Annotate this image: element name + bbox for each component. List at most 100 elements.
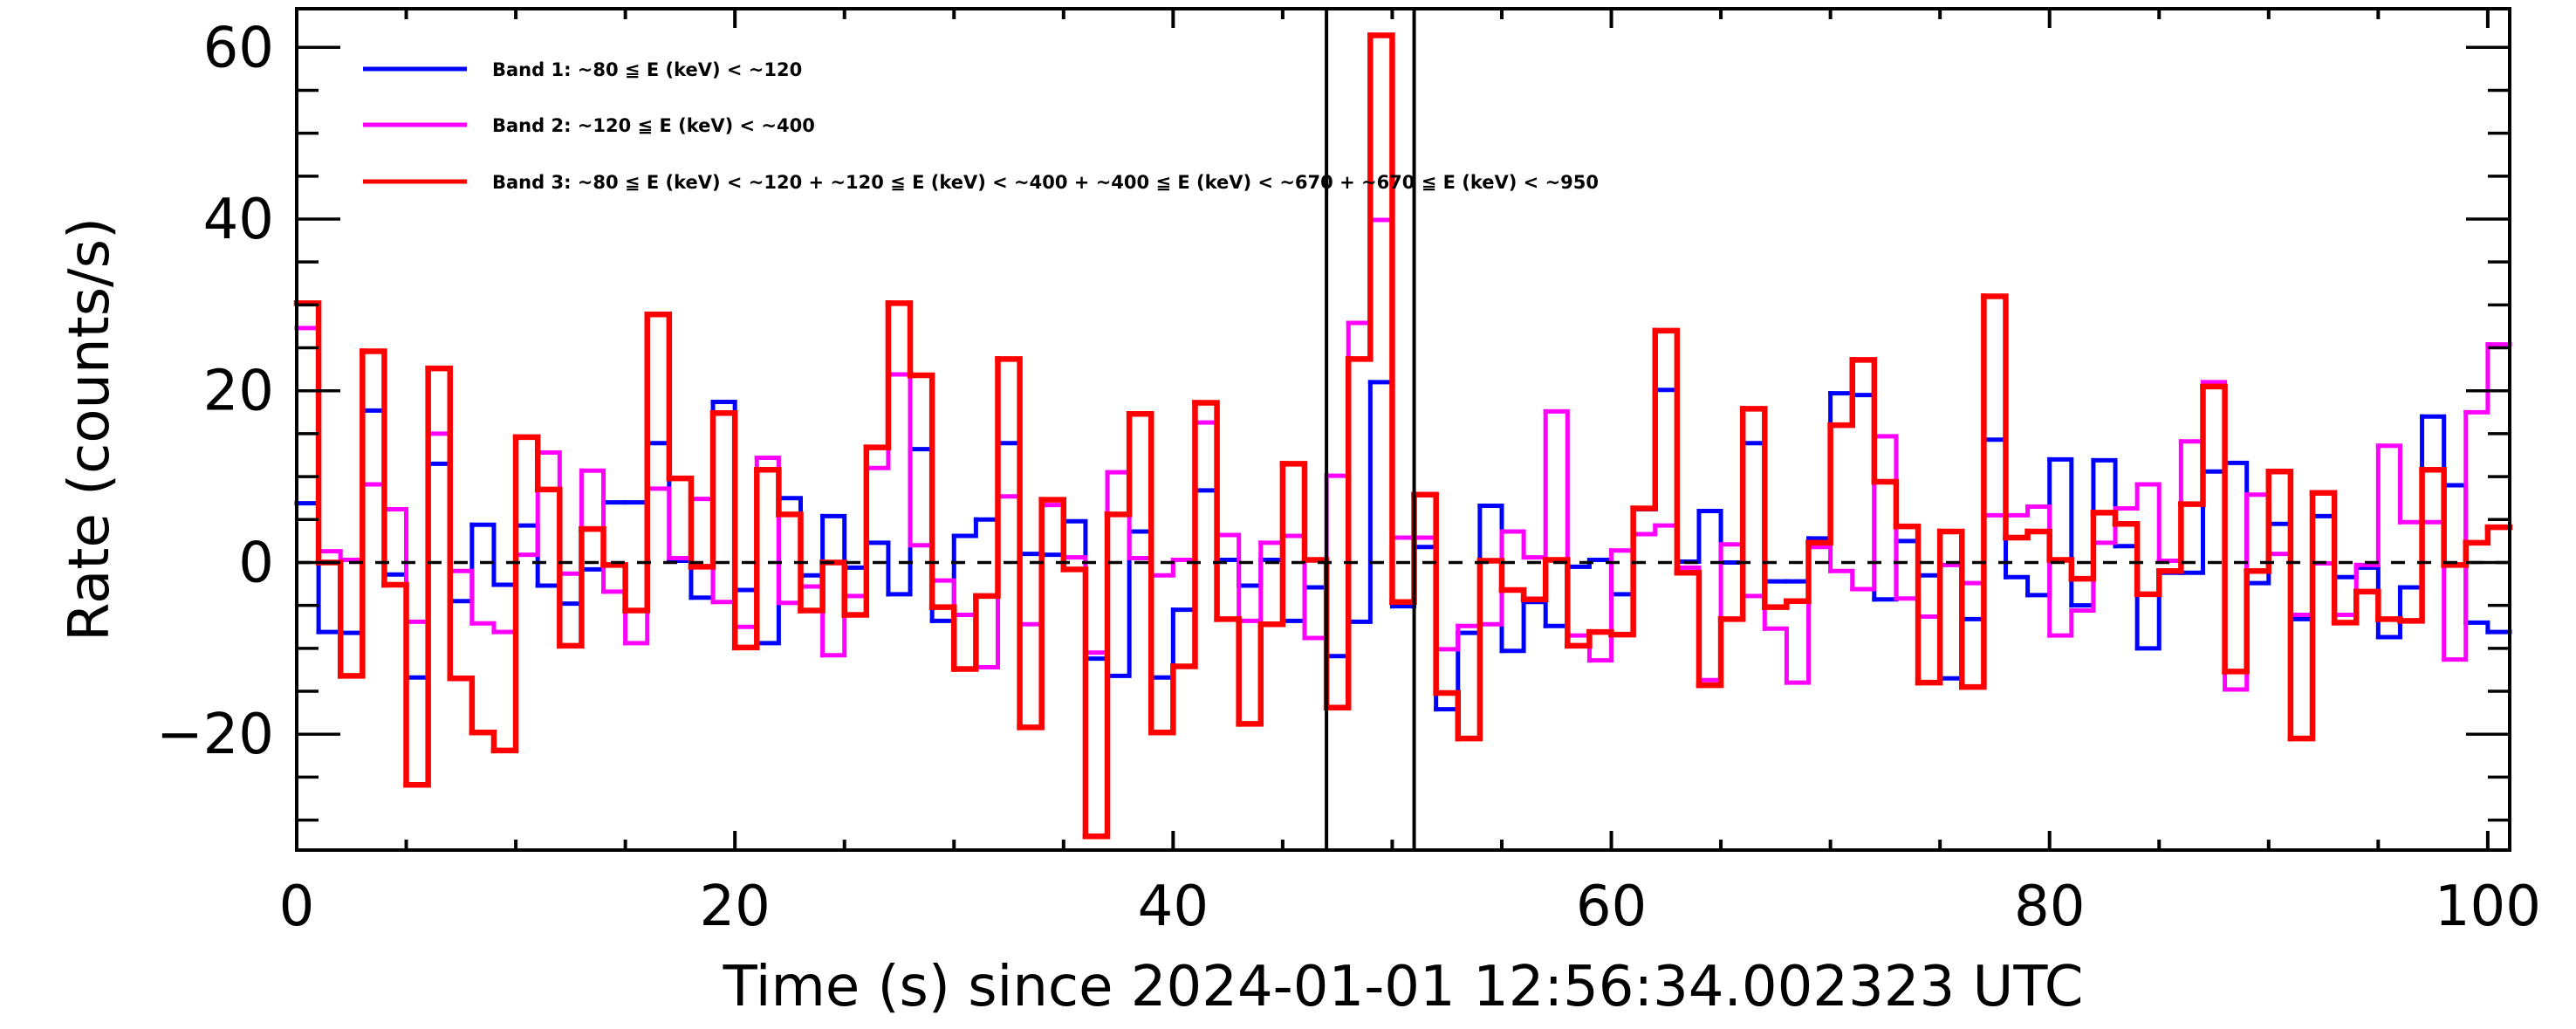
band-1-bin (381, 572, 409, 680)
band-3-bin (2090, 510, 2119, 527)
band-2-bin (469, 621, 497, 635)
band-1-bin (1127, 529, 1154, 680)
band-3-bin (2134, 568, 2162, 598)
band-2-bin (1324, 320, 1351, 478)
band-2-bin (1586, 548, 1614, 663)
band-1-bin (2442, 483, 2469, 625)
band-3-bin (2463, 524, 2491, 546)
band-2-bin (1959, 512, 1986, 586)
band-3-bin (1652, 327, 1681, 576)
band-2-bin (2375, 443, 2402, 525)
band-3-bin (622, 311, 650, 614)
band-3-bin (2068, 510, 2097, 582)
band-2-bin (535, 450, 562, 576)
band-1-bin (820, 513, 847, 570)
band-1-bin (667, 559, 694, 600)
band-2-bin (1609, 532, 1636, 553)
band-2-bin (2332, 562, 2359, 617)
y-tick-label: 0 (238, 531, 274, 595)
legend-label-band-2: Band 2: ~120 ≦ E (keV) < ~400 (492, 115, 815, 136)
band-2-bin (1915, 562, 1942, 619)
band-2-bin (338, 482, 365, 563)
y-tick-label: 20 (203, 360, 274, 424)
x-tick-label: 80 (2014, 875, 2085, 939)
band-2-bin (557, 468, 584, 576)
band-3-bin (666, 475, 695, 570)
band-3-bin (973, 356, 1001, 600)
band-3-bin (1323, 356, 1352, 710)
band-3-bin (447, 676, 476, 736)
band-3-bin (731, 466, 760, 651)
band-2-bin (1148, 558, 1175, 578)
band-3-bin (2112, 520, 2141, 598)
band-2-bin (491, 552, 518, 635)
band-2-bin (1872, 434, 1899, 601)
band-1-bin (1083, 656, 1110, 678)
band-1-bin (2004, 574, 2031, 598)
band-1-bin (1740, 441, 1767, 584)
band-3-bin (293, 300, 322, 566)
band-2-bin (1894, 596, 1921, 619)
band-1-bin (2178, 469, 2205, 575)
band-3-bin (1805, 422, 1833, 546)
band-2-bin (1456, 621, 1483, 628)
band-2-bin (1237, 540, 1264, 623)
band-2-bin (2442, 409, 2469, 662)
band-2-bin (1127, 556, 1154, 578)
band-2-bin (798, 584, 826, 658)
y-tick-label: −20 (156, 703, 274, 767)
band-2-bin (381, 506, 409, 624)
band-1-bin (1192, 488, 1220, 563)
band-2-bin (2288, 560, 2315, 617)
band-1-bin (1521, 600, 1548, 628)
band-2-bin (1806, 545, 1833, 573)
band-3-bin (2003, 528, 2031, 541)
band-3-bin (2309, 490, 2338, 626)
band-3-bin (1717, 406, 1746, 622)
y-tick-label: 40 (203, 188, 274, 252)
band-3-bin (2375, 616, 2403, 624)
band-2-bin (448, 568, 475, 626)
band-3-bin (490, 434, 519, 754)
band-1-bin (2353, 565, 2381, 640)
band-3-bin (469, 729, 497, 754)
band-3-bin (1214, 616, 1242, 727)
band-1-bin (1434, 630, 1461, 712)
band-2-bin (1740, 593, 1767, 631)
band-3-bin (928, 604, 957, 672)
series-band-2 (294, 217, 2512, 692)
band-1-bin (645, 441, 672, 564)
band-3-bin (1542, 557, 1571, 649)
band-1-bin (623, 441, 650, 505)
band-1-bin (886, 447, 913, 597)
band-1-bin (1586, 558, 1614, 597)
band-1-bin (754, 496, 781, 646)
band-1-bin (1477, 504, 1504, 654)
band-2-bin (995, 494, 1023, 627)
band-1-bin (908, 447, 935, 623)
x-tick-label: 0 (279, 875, 315, 939)
band-1-bin (404, 461, 431, 680)
band-2-bin (1499, 529, 1526, 560)
band-2-bin (360, 482, 387, 511)
band-3-bin (2222, 568, 2250, 675)
band-3-bin (534, 486, 563, 649)
band-1-bin (426, 461, 453, 604)
band-3-bin (579, 525, 606, 568)
band-3-bin (2265, 468, 2294, 742)
band-2-bin (2244, 492, 2271, 557)
band-2-bin (1937, 562, 1964, 586)
band-3-bin (1192, 400, 1220, 622)
band-1-bin (1784, 536, 1812, 584)
band-3-bin (2287, 490, 2316, 742)
band-3-bin (863, 300, 892, 450)
axes: −20 0 20 40 60 0 20 40 60 80 100 (156, 7, 2541, 939)
band-2-bin (1302, 473, 1329, 641)
band-3-bin (1827, 357, 1855, 429)
band-2-bin (2223, 492, 2250, 692)
band-1-bin (2288, 513, 2315, 621)
band-2-bin (1828, 568, 1855, 592)
band-3-bin (1345, 32, 1374, 362)
band-2-bin (1412, 535, 1439, 652)
